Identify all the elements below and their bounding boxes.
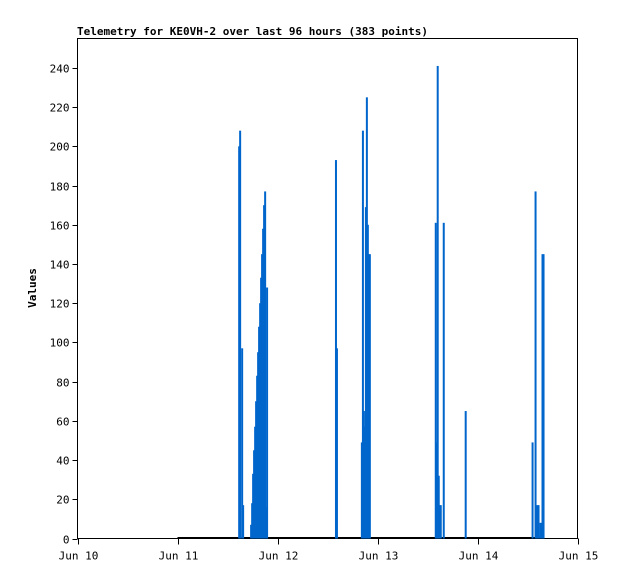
data-bar [250, 524, 253, 539]
data-bar [253, 450, 256, 539]
y-tick-label: 140 [50, 259, 70, 272]
y-tick-label: 40 [56, 455, 69, 468]
y-tick-label: 60 [56, 416, 69, 429]
y-tick-label: 240 [50, 63, 70, 76]
data-bar [442, 222, 445, 539]
data-bar [542, 254, 545, 539]
y-tick-label: 160 [50, 220, 70, 233]
data-bar [537, 505, 540, 539]
data-bar [539, 522, 542, 539]
y-tick-label: 0 [63, 534, 70, 547]
y-tick-label: 220 [50, 102, 70, 115]
data-bar [264, 191, 267, 539]
data-series [177, 65, 545, 539]
data-bar [261, 254, 264, 539]
data-bar [368, 254, 371, 539]
plot-frame [77, 38, 578, 539]
data-bar [536, 505, 539, 539]
data-bar [241, 348, 244, 539]
data-bar [258, 326, 261, 539]
data-bar [434, 222, 437, 539]
data-bar [439, 505, 442, 539]
y-tick-label: 100 [50, 337, 70, 350]
x-axis: Jun 10 Jun 11 Jun 12 Jun 13 Jun 14 Jun 15 [59, 538, 599, 563]
data-bar [534, 191, 537, 539]
x-tick-label: Jun 11 [159, 550, 199, 563]
y-axis-label: Values [26, 268, 39, 308]
data-bar [366, 224, 369, 539]
y-tick-label: 80 [56, 377, 69, 390]
data-bar [255, 401, 258, 539]
data-bar [266, 287, 269, 539]
data-bar [361, 130, 364, 539]
data-bar [438, 505, 441, 539]
data-bar [242, 505, 245, 539]
x-tick-label: Jun 10 [59, 550, 99, 563]
data-bar [263, 205, 266, 539]
data-bar [335, 348, 338, 539]
y-tick-label: 180 [50, 181, 70, 194]
x-tick-label: Jun 13 [359, 550, 399, 563]
x-tick-label: Jun 12 [259, 550, 299, 563]
data-bar [362, 411, 365, 539]
data-bar [541, 254, 544, 539]
data-bar [436, 65, 439, 539]
y-axis: 0 20 40 60 80 100 120 140 160 180 200 220 240 [50, 63, 78, 547]
x-tick-label: Jun 15 [559, 550, 599, 563]
data-bar [464, 411, 467, 539]
y-tick-label: 200 [50, 141, 70, 154]
data-bar [531, 442, 534, 539]
data-bar [360, 442, 363, 539]
x-tick-label: Jun 14 [459, 550, 499, 563]
y-tick-label: 120 [50, 298, 70, 311]
chart-title: Telemetry for KE0VH-2 over last 96 hours… [77, 25, 428, 38]
y-tick-label: 20 [56, 494, 69, 507]
data-bar [239, 130, 242, 539]
